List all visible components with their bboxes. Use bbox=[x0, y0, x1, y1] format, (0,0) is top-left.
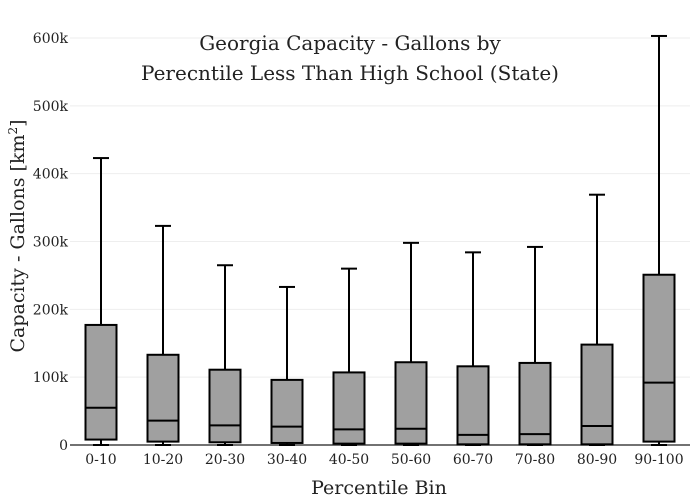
iqr-box bbox=[84, 323, 118, 441]
y-tick-label: 300k bbox=[33, 235, 69, 251]
y-tick-label: 200k bbox=[33, 302, 69, 318]
y-tick-label: 500k bbox=[33, 99, 69, 115]
box-60-70 bbox=[456, 251, 490, 446]
x-tick-label: 30-40 bbox=[267, 452, 307, 468]
x-tick-label: 0-10 bbox=[85, 452, 116, 468]
box-50-60 bbox=[394, 241, 428, 446]
x-tick-label: 50-60 bbox=[391, 452, 431, 468]
x-tick-label: 10-20 bbox=[143, 452, 183, 468]
x-axis-title: Percentile Bin bbox=[311, 477, 447, 499]
x-tick-label: 20-30 bbox=[205, 452, 245, 468]
box-series bbox=[84, 34, 676, 446]
box-40-50 bbox=[332, 267, 366, 446]
x-tick-label: 90-100 bbox=[634, 452, 683, 468]
x-tick-label: 70-80 bbox=[515, 452, 555, 468]
x-tick-label: 40-50 bbox=[329, 452, 369, 468]
box-20-30 bbox=[208, 264, 242, 446]
iqr-box bbox=[332, 371, 366, 445]
box-90-100 bbox=[642, 34, 676, 446]
box-10-20 bbox=[146, 224, 180, 446]
iqr-box bbox=[394, 361, 428, 445]
iqr-box bbox=[270, 378, 304, 444]
y-tick-label: 100k bbox=[33, 370, 69, 386]
iqr-box bbox=[146, 353, 180, 443]
x-tick-label: 60-70 bbox=[453, 452, 493, 468]
x-axis-ticks: 0-10 10-20 20-30 30-40 40-50 50-60 60-70 70-80 8… bbox=[85, 452, 683, 468]
box-30-40 bbox=[270, 285, 304, 446]
y-axis-ticks: 0 100k 200k 300k 400k 500k 600k bbox=[33, 31, 69, 454]
box-70-80 bbox=[518, 245, 552, 446]
iqr-box bbox=[642, 273, 676, 443]
box-80-90 bbox=[580, 193, 614, 446]
x-tick-label: 80-90 bbox=[577, 452, 617, 468]
iqr-box bbox=[208, 368, 242, 444]
y-axis-title-superscript: 2 bbox=[6, 127, 20, 135]
y-axis-title-tail: ] bbox=[7, 119, 29, 126]
chart-title-line-1: Georgia Capacity - Gallons by bbox=[199, 31, 501, 55]
y-tick-label: 600k bbox=[33, 31, 69, 47]
y-axis-title-main: Capacity - Gallons [km bbox=[7, 135, 29, 353]
box-0-10 bbox=[84, 157, 118, 446]
chart-title-line-2: Perecntile Less Than High School (State) bbox=[141, 61, 559, 85]
y-tick-label: 0 bbox=[59, 438, 68, 454]
iqr-box bbox=[518, 361, 552, 446]
y-axis-title: Capacity - Gallons [km2] bbox=[6, 119, 29, 352]
iqr-box bbox=[456, 365, 490, 446]
y-tick-label: 400k bbox=[33, 167, 69, 183]
iqr-box bbox=[580, 343, 614, 446]
